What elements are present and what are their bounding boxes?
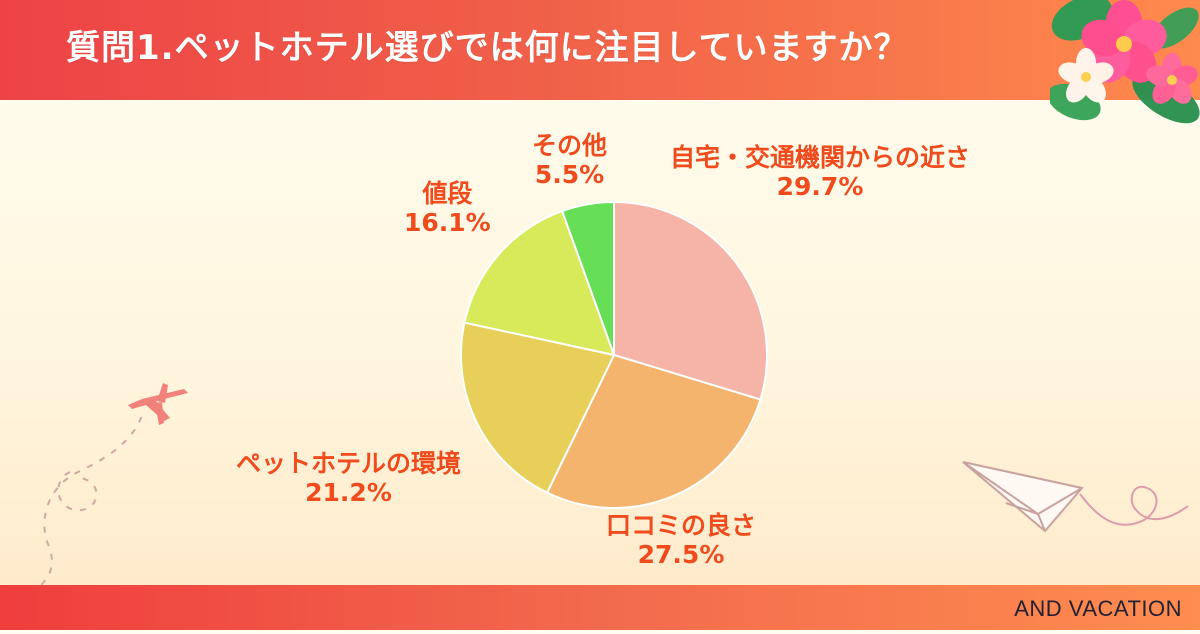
- pie-label-near-home-transport: 自宅・交通機関からの近さ 29.7%: [670, 143, 971, 202]
- pie-label-value: 21.2%: [305, 477, 392, 507]
- flower-decoration: [1050, 0, 1200, 125]
- pie-label-name: 値段: [422, 179, 473, 208]
- pie-label-price: 値段 16.1%: [404, 179, 491, 238]
- pie-slice-4: [463, 209, 616, 357]
- header-bar: 質問1.ペットホテル選びでは何に注目していますか？: [0, 0, 1200, 100]
- pie-label-environment: ペットホテルの環境 21.2%: [236, 449, 462, 508]
- pie-label-name: ペットホテルの環境: [236, 449, 462, 478]
- pie-label-name: 自宅・交通機関からの近さ: [670, 143, 971, 172]
- pie-slice-2: [545, 353, 762, 509]
- flower-illustration: [1050, 0, 1200, 124]
- pie-label-value: 27.5%: [637, 539, 725, 569]
- pie-label-reviews: 口コミの良さ 27.5%: [606, 511, 757, 570]
- pie-slice-3: [460, 321, 616, 494]
- brand-name: AND VACATION: [1014, 596, 1182, 621]
- pie-label-name: 口コミの良さ: [606, 511, 757, 540]
- pie-label-value: 16.1%: [404, 207, 491, 237]
- pie-label-name: その他: [532, 131, 608, 160]
- pie-slice-5: [560, 200, 615, 356]
- footer-bar: AND VACATION: [0, 585, 1200, 630]
- pie-label-other: その他 5.5%: [532, 131, 608, 190]
- pie-slice-1: [613, 200, 768, 401]
- pie-label-value: 29.7%: [776, 171, 864, 201]
- page-title: 質問1.ペットホテル選びでは何に注目していますか？: [66, 28, 909, 68]
- pie-label-value: 5.5%: [534, 159, 605, 189]
